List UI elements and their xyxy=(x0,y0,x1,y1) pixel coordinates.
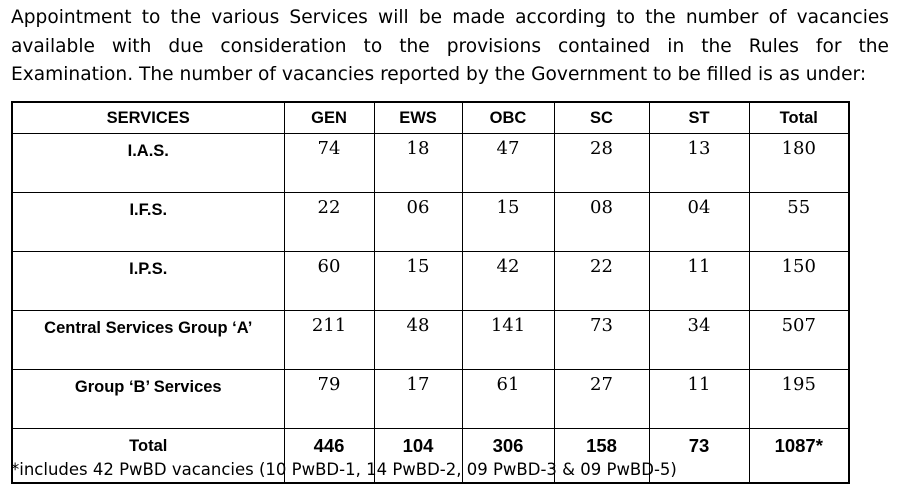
header-cell: ST xyxy=(648,101,750,134)
value-cell: 08 xyxy=(553,192,650,252)
value-cell: 141 xyxy=(461,310,555,370)
footnote: *includes 42 PwBD vacancies (10 PwBD-1, … xyxy=(11,460,677,479)
service-cell: I.P.S. xyxy=(11,251,285,311)
value-cell: 04 xyxy=(648,192,750,252)
value-cell: 61 xyxy=(461,369,555,429)
header-cell: EWS xyxy=(373,101,463,134)
value-cell: 195 xyxy=(748,369,850,429)
value-cell: 42 xyxy=(461,251,555,311)
value-cell: 446 xyxy=(283,428,375,484)
service-cell: Group ‘B’ Services xyxy=(11,369,285,429)
value-cell: 74 xyxy=(283,133,375,193)
value-cell: 13 xyxy=(648,133,750,193)
service-cell: I.A.S. xyxy=(11,133,285,193)
paragraph-line: Appointment to the various Services will… xyxy=(11,7,889,28)
table-row: Central Services Group ‘A’ 211 48 141 73 34 50… xyxy=(11,310,850,370)
service-cell: I.F.S. xyxy=(11,192,285,252)
value-cell: 06 xyxy=(373,192,463,252)
service-cell: Central Services Group ‘A’ xyxy=(11,310,285,370)
value-cell: 60 xyxy=(283,251,375,311)
value-cell: 15 xyxy=(461,192,555,252)
value-cell: 15 xyxy=(373,251,463,311)
table-row: I.A.S. 74 18 47 28 13 180 xyxy=(11,133,850,193)
value-cell: 28 xyxy=(553,133,650,193)
value-cell: 22 xyxy=(553,251,650,311)
value-cell: 1087* xyxy=(748,428,850,484)
value-cell: 11 xyxy=(648,251,750,311)
value-cell: 79 xyxy=(283,369,375,429)
header-cell: OBC xyxy=(461,101,555,134)
value-cell: 507 xyxy=(748,310,850,370)
table-row: I.P.S. 60 15 42 22 11 150 xyxy=(11,251,850,311)
paragraph-line: available with due consideration to the … xyxy=(11,35,889,57)
value-cell: 18 xyxy=(373,133,463,193)
value-cell: 48 xyxy=(373,310,463,370)
header-cell: SC xyxy=(553,101,650,134)
paragraph-line: Examination. The number of vacancies rep… xyxy=(11,64,867,85)
value-cell: 73 xyxy=(553,310,650,370)
value-cell: 150 xyxy=(748,251,850,311)
value-cell: 180 xyxy=(748,133,850,193)
header-cell: SERVICES xyxy=(11,101,285,134)
value-cell: 34 xyxy=(648,310,750,370)
table-row: Group ‘B’ Services 79 17 61 27 11 195 xyxy=(11,369,850,429)
value-cell: 211 xyxy=(283,310,375,370)
value-cell: 22 xyxy=(283,192,375,252)
value-cell: 11 xyxy=(648,369,750,429)
header-row: SERVICES GEN EWS OBC SC ST Total xyxy=(11,101,850,134)
service-cell: Total xyxy=(11,428,285,484)
header-cell: Total xyxy=(748,101,850,134)
intro-paragraph: Appointment to the various Services will… xyxy=(11,4,889,90)
header-cell: GEN xyxy=(283,101,375,134)
value-cell: 55 xyxy=(748,192,850,252)
value-cell: 47 xyxy=(461,133,555,193)
vacancy-table: SERVICES GEN EWS OBC SC ST Total I.A.S. 74 18 47 2… xyxy=(11,101,850,484)
value-cell: 27 xyxy=(553,369,650,429)
value-cell: 306 xyxy=(461,428,555,484)
value-cell: 17 xyxy=(373,369,463,429)
table-row: I.F.S. 22 06 15 08 04 55 xyxy=(11,192,850,252)
table-row: Total 446 104 306 158 73 1087* xyxy=(11,428,850,484)
